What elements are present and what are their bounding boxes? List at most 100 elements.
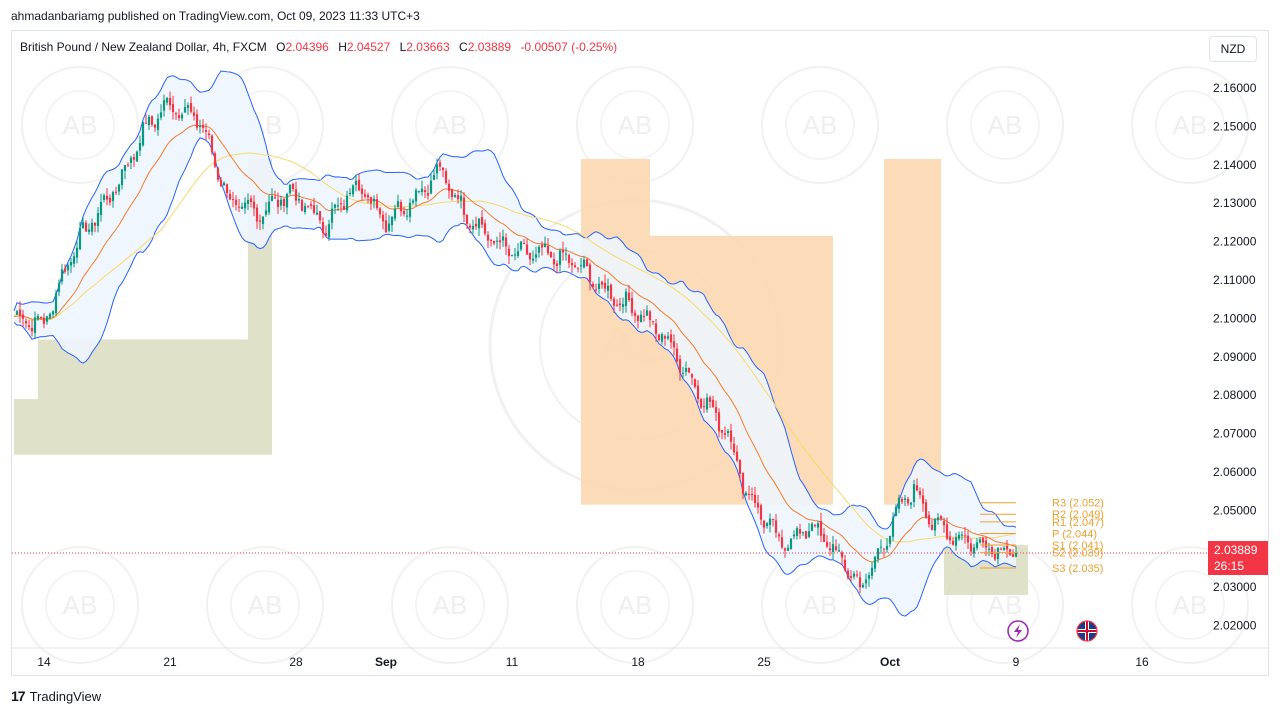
candle-body [450, 188, 454, 197]
candle-body [537, 246, 541, 253]
candle [960, 531, 964, 541]
candle [375, 193, 379, 211]
candle [777, 532, 781, 542]
candle-body [444, 171, 448, 184]
candle [801, 531, 805, 536]
candle-body [81, 222, 85, 229]
candle-body [675, 348, 679, 362]
candle [135, 150, 139, 162]
bar-countdown: 26:15 [1214, 559, 1245, 573]
candle-body [420, 188, 424, 193]
candle [255, 204, 259, 229]
candle [216, 166, 220, 183]
candle-body [585, 259, 589, 267]
candle [657, 333, 661, 342]
candle-body [315, 212, 319, 215]
candle-body [225, 184, 229, 194]
candle-body [966, 535, 970, 543]
candle-body [867, 575, 871, 579]
candle-body [954, 537, 958, 546]
candle-body [213, 153, 217, 167]
candle [192, 106, 196, 121]
candle [405, 209, 409, 221]
candle [396, 194, 400, 208]
candle [543, 236, 547, 248]
candle [66, 263, 70, 276]
events-layer [1007, 620, 1098, 642]
candle-body [684, 368, 688, 372]
candle-body [672, 341, 676, 348]
tradingview-branding[interactable]: 17 TradingView [11, 688, 101, 704]
candle-body [180, 114, 184, 119]
candle [789, 538, 793, 550]
candle [792, 530, 796, 540]
candle [24, 318, 28, 329]
candle [924, 499, 928, 519]
candle-body [693, 379, 697, 387]
candle-body [438, 162, 442, 167]
candle [93, 222, 97, 233]
candle [501, 229, 505, 247]
currency-button[interactable]: NZD [1209, 36, 1257, 62]
candle [939, 514, 943, 521]
candle [966, 530, 970, 549]
candle-body [879, 546, 883, 548]
candle [591, 281, 595, 289]
candle [723, 426, 727, 440]
candle [702, 398, 706, 413]
candle-body [384, 220, 388, 233]
candle-body [525, 244, 529, 255]
candle [270, 188, 274, 202]
candle [444, 168, 448, 185]
candle-body [522, 243, 526, 245]
candle-body [561, 249, 565, 253]
candle [747, 485, 751, 500]
candle [495, 236, 499, 249]
candle-body [33, 317, 37, 333]
candle [204, 123, 208, 141]
candle-body [891, 517, 895, 537]
candle [549, 251, 553, 258]
candle [489, 238, 493, 247]
watermark-seal: AB [206, 546, 324, 664]
price-tick-label: 2.15000 [1213, 119, 1257, 133]
candle [540, 241, 544, 256]
candle [336, 197, 340, 212]
candle-body [828, 548, 832, 551]
candle-body [291, 183, 295, 190]
candle [1005, 539, 1009, 558]
candle [42, 313, 46, 329]
candle-body [756, 502, 760, 508]
candle-body [372, 198, 376, 202]
candle-body [357, 179, 361, 191]
candle [264, 202, 268, 217]
candle-body [978, 539, 982, 543]
candle [393, 204, 397, 222]
candle [315, 204, 319, 216]
candle [954, 532, 958, 551]
candle-body [51, 311, 55, 315]
candle [573, 262, 577, 268]
candle [138, 135, 142, 157]
candle-body [231, 198, 235, 200]
candle [447, 179, 451, 199]
candle [15, 309, 19, 315]
watermark-text: AB [1173, 110, 1208, 140]
candle [351, 184, 355, 197]
candle-body [495, 240, 499, 242]
open-label: O [276, 40, 286, 54]
candle-body [861, 584, 865, 588]
candle [75, 241, 79, 264]
candle-body [849, 576, 853, 578]
candle-body [795, 528, 799, 536]
candle-body [327, 224, 331, 238]
candle [465, 214, 469, 230]
candle [153, 123, 157, 132]
candle-body [117, 184, 121, 192]
candle [240, 202, 244, 210]
candle [687, 367, 691, 374]
candle [768, 513, 772, 533]
candle-body [447, 183, 451, 191]
candle [468, 223, 472, 234]
